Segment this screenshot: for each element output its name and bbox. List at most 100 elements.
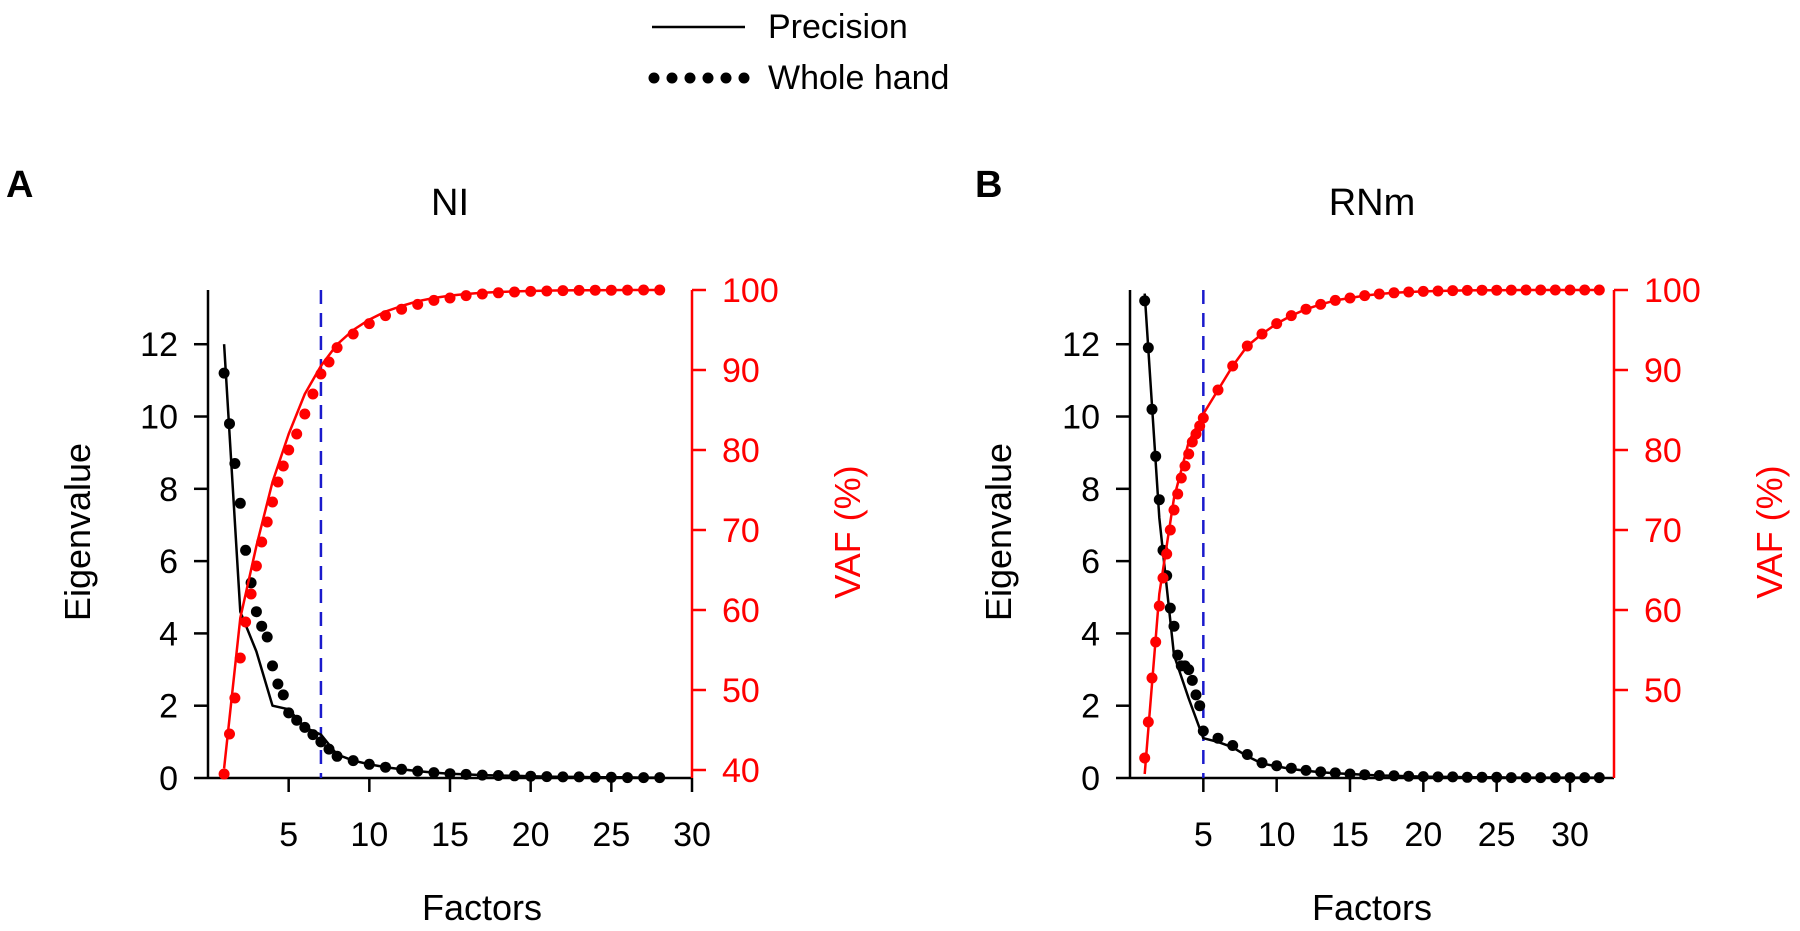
panel-b-series-whole-hand-vaf-point [1505, 284, 1517, 296]
panel-b-series-whole-hand-vaf-point [1520, 284, 1532, 296]
panel-b-series-whole-hand-vaf-point [1271, 318, 1283, 330]
panel-a-series-whole-hand-vaf-point [261, 516, 273, 528]
panel-a-series-whole-hand-vaf-point [380, 310, 391, 322]
panel-b-series-whole-hand-eigenvalue-point [1183, 664, 1195, 676]
legend-whole-hand-label: Whole hand [768, 59, 949, 97]
panel-b-x-tick-label: 20 [1404, 816, 1442, 854]
panel-b-series-whole-hand-eigenvalue-point [1212, 732, 1224, 744]
panel-b-y-tick-label-left: 4 [1081, 615, 1100, 653]
panel-a-x-tick-label: 20 [512, 816, 550, 854]
legend-whole-hand-swatch [648, 72, 750, 84]
panel-a-series-whole-hand-eigenvalue-point [460, 768, 472, 780]
panel-b-series-whole-hand-eigenvalue-point [1447, 771, 1459, 783]
panel-a-x-tick-label: 30 [673, 816, 711, 854]
panel-a-series-whole-hand-eigenvalue-point [622, 772, 633, 784]
panel-a-series-whole-hand-vaf-point [272, 476, 284, 488]
panel-b-y-tick-label-right: 80 [1644, 432, 1682, 470]
panel-b-title: RNm [1329, 182, 1416, 224]
panel-a-series-whole-hand-eigenvalue-point [283, 707, 295, 719]
panel-a-series-whole-hand-vaf-point [234, 652, 246, 664]
panel-b-series-whole-hand-vaf-point [1153, 600, 1165, 612]
panel-b-series-whole-hand-eigenvalue-point [1241, 749, 1253, 760]
panel-a-y-tick-label-left: 2 [159, 688, 178, 726]
panel-a-series-whole-hand-vaf-point [347, 328, 359, 340]
panel-b-series-whole-hand-eigenvalue-point [1564, 772, 1576, 784]
panel-b-x-tick-label: 25 [1478, 816, 1516, 854]
panel-b-y-tick-label-right: 50 [1644, 672, 1682, 710]
panel-a-series-whole-hand-eigenvalue-point [605, 771, 617, 783]
panel-b-series-precision-eigenvalue [1143, 293, 1600, 779]
panel-b-x-tick-label: 10 [1258, 816, 1296, 854]
panel-b-series-whole-hand-vaf-point [1593, 284, 1605, 296]
panel-b-series-whole-hand-vaf-point [1549, 284, 1561, 296]
panel-b-series-whole-hand-vaf-point [1285, 310, 1297, 322]
panel-b-y-tick-label-left: 0 [1081, 760, 1100, 798]
panel-a-series-whole-hand-vaf-point [541, 285, 553, 297]
panel-b-series-whole-hand-eigenvalue-point [1579, 772, 1591, 784]
panel-a-series-whole-hand-vaf-point [299, 408, 311, 420]
panel-a-series-whole-hand-vaf-point [315, 368, 327, 380]
panel-a-series-whole-hand-eigenvalue-point [428, 767, 440, 779]
panel-b-y-tick-label-right: 90 [1644, 352, 1682, 390]
panel-a-series-whole-hand-eigenvalue-point [525, 770, 537, 782]
panel-b-series-whole-hand-vaf-point [1150, 636, 1162, 648]
panel-b-series-whole-hand-vaf-point [1461, 284, 1473, 296]
panel-a-y-tick-label-left: 6 [159, 543, 178, 581]
panel-a-series-whole-hand-eigenvalue-point [250, 606, 262, 618]
panel-b-series-whole-hand-eigenvalue-point [1535, 772, 1547, 784]
panel-b-series-whole-hand-eigenvalue-point [1190, 689, 1202, 701]
panel-a-series-whole-hand-vaf-point [444, 292, 456, 304]
legend-precision-label: Precision [768, 8, 908, 46]
panel-a-series-whole-hand-eigenvalue-point [267, 660, 278, 672]
panel-a-series-whole-hand-eigenvalue-point [256, 620, 268, 632]
panel-a-y-tick-label-right: 90 [722, 352, 760, 390]
panel-b-series-whole-hand-eigenvalue [1139, 295, 1605, 784]
panel-b-series-whole-hand-vaf-point [1535, 284, 1547, 296]
panel-b-y-tick-label-right: 100 [1644, 272, 1701, 310]
panel-a-series-whole-hand-eigenvalue-point [331, 750, 343, 762]
panel-b-x-tick-label: 30 [1551, 816, 1589, 854]
panel-b-series-whole-hand-vaf-point [1164, 524, 1176, 536]
panel-a-series-whole-hand-vaf-point [573, 284, 585, 296]
panel-a-title: NI [431, 182, 469, 224]
panel-b-ylabel-right: VAF (%) [1749, 465, 1790, 598]
panel-a-y-tick-label-left: 8 [159, 471, 178, 509]
panel-b-series-whole-hand-vaf-point [1300, 303, 1312, 315]
panel-b-series-whole-hand-eigenvalue-point [1150, 450, 1162, 462]
panel-a-series-whole-hand-eigenvalue-point [234, 497, 246, 509]
panel-a-series-whole-hand-eigenvalue-point [291, 714, 303, 726]
panel-b-series-whole-hand-vaf-point [1417, 285, 1429, 297]
panel-a-series-whole-hand-vaf-point [363, 318, 375, 330]
panel-b-y-tick-label-right: 70 [1644, 512, 1682, 550]
panel-b-series-whole-hand-eigenvalue-point [1168, 620, 1180, 632]
panel-b-series-whole-hand-vaf-point [1579, 284, 1591, 296]
panel-b-y-tick-label-right: 60 [1644, 592, 1682, 630]
panel-a-series-whole-hand-eigenvalue-point [492, 770, 504, 781]
panel-a-series-whole-hand-vaf-point [307, 388, 319, 400]
panel-b-series-whole-hand-eigenvalue-point [1197, 725, 1209, 737]
panel-b-series-whole-hand-vaf-point [1212, 384, 1224, 396]
panel-b-y-tick-label-left: 8 [1081, 471, 1100, 509]
panel-a-series-whole-hand-eigenvalue-point [654, 772, 666, 784]
panel-b-series-whole-hand-eigenvalue-point [1476, 771, 1488, 783]
panel-a-x-tick-label: 10 [350, 816, 388, 854]
panel-b-series-whole-hand-vaf-point [1432, 285, 1444, 297]
panel-b-series-whole-hand-vaf [1139, 284, 1605, 764]
panel-a-y-tick-label-right: 80 [722, 432, 760, 470]
panel-b-series-whole-hand-eigenvalue-point [1520, 772, 1532, 784]
panel-a-series-whole-hand-eigenvalue-point [396, 763, 408, 775]
panel-a-series-whole-hand-eigenvalue-point [315, 736, 327, 748]
panel-b-series-whole-hand-eigenvalue-point [1344, 768, 1356, 780]
panel-a-series-whole-hand-eigenvalue-point [589, 771, 601, 783]
panel-a-y-tick-label-right: 60 [722, 592, 760, 630]
panel-b-series-whole-hand-eigenvalue-point [1194, 700, 1206, 712]
panel-a-label: A [6, 164, 33, 206]
panel-a-series-whole-hand-vaf-point [638, 284, 650, 296]
panel-b-xlabel: Factors [1312, 887, 1432, 928]
panel-a-series-whole-hand-vaf-point [323, 356, 335, 368]
panel-b-series-whole-hand-vaf-point [1491, 284, 1503, 296]
panel-a-series-whole-hand-eigenvalue-point [638, 772, 650, 784]
panel-b-series-whole-hand-eigenvalue-point [1172, 649, 1184, 661]
panel-a-series-whole-hand-eigenvalue-point [323, 743, 335, 755]
panel-b-y-tick-label-left: 12 [1062, 326, 1100, 364]
